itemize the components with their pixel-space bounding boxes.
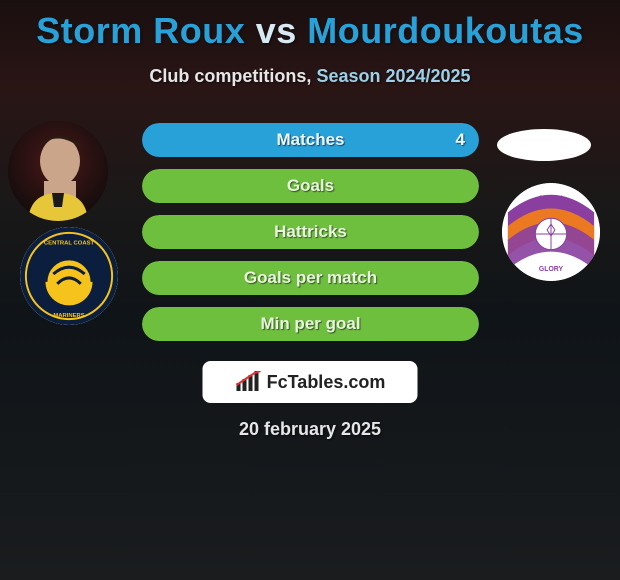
title-vs: vs <box>256 10 297 51</box>
stat-row-goals: Goals <box>142 169 479 203</box>
stat-value: 4 <box>456 130 465 150</box>
subtitle-text: Club competitions, <box>149 66 316 86</box>
page-title: Storm Roux vs Mourdoukoutas <box>36 10 584 52</box>
stat-label: Goals per match <box>244 268 377 288</box>
stage: CENTRAL COAST MARINERS PERTH GL <box>0 115 620 580</box>
svg-text:CENTRAL COAST: CENTRAL COAST <box>44 241 95 247</box>
date-text: 20 february 2025 <box>239 419 381 440</box>
comparison-card: Storm Roux vs Mourdoukoutas Club competi… <box>0 0 620 580</box>
stat-label: Min per goal <box>260 314 360 334</box>
player2-avatar-placeholder <box>497 129 591 161</box>
stat-row-hattricks: Hattricks <box>142 215 479 249</box>
svg-text:GLORY: GLORY <box>539 266 564 273</box>
stat-row-matches: Matches 4 <box>142 123 479 157</box>
stat-label: Goals <box>287 176 334 196</box>
club-crest-mariners: CENTRAL COAST MARINERS <box>20 227 118 325</box>
stat-row-min-per-goal: Min per goal <box>142 307 479 341</box>
club-crest-glory: PERTH GLORY <box>502 183 600 281</box>
stat-label: Matches <box>276 130 344 150</box>
subtitle: Club competitions, Season 2024/2025 <box>149 66 470 87</box>
subtitle-season: Season 2024/2025 <box>316 66 470 86</box>
svg-text:MARINERS: MARINERS <box>53 313 84 319</box>
stat-row-goals-per-match: Goals per match <box>142 261 479 295</box>
brand-box: FcTables.com <box>203 361 418 403</box>
stat-rows: Matches 4 Goals Hattricks Goals per matc… <box>142 123 479 341</box>
player1-avatar <box>8 121 108 221</box>
brand-name: FcTables.com <box>267 372 386 393</box>
svg-text:PERTH: PERTH <box>539 196 562 203</box>
stat-label: Hattricks <box>274 222 347 242</box>
title-player2: Mourdoukoutas <box>307 10 583 51</box>
title-player1: Storm Roux <box>36 10 245 51</box>
brand-bars-icon <box>235 371 263 393</box>
